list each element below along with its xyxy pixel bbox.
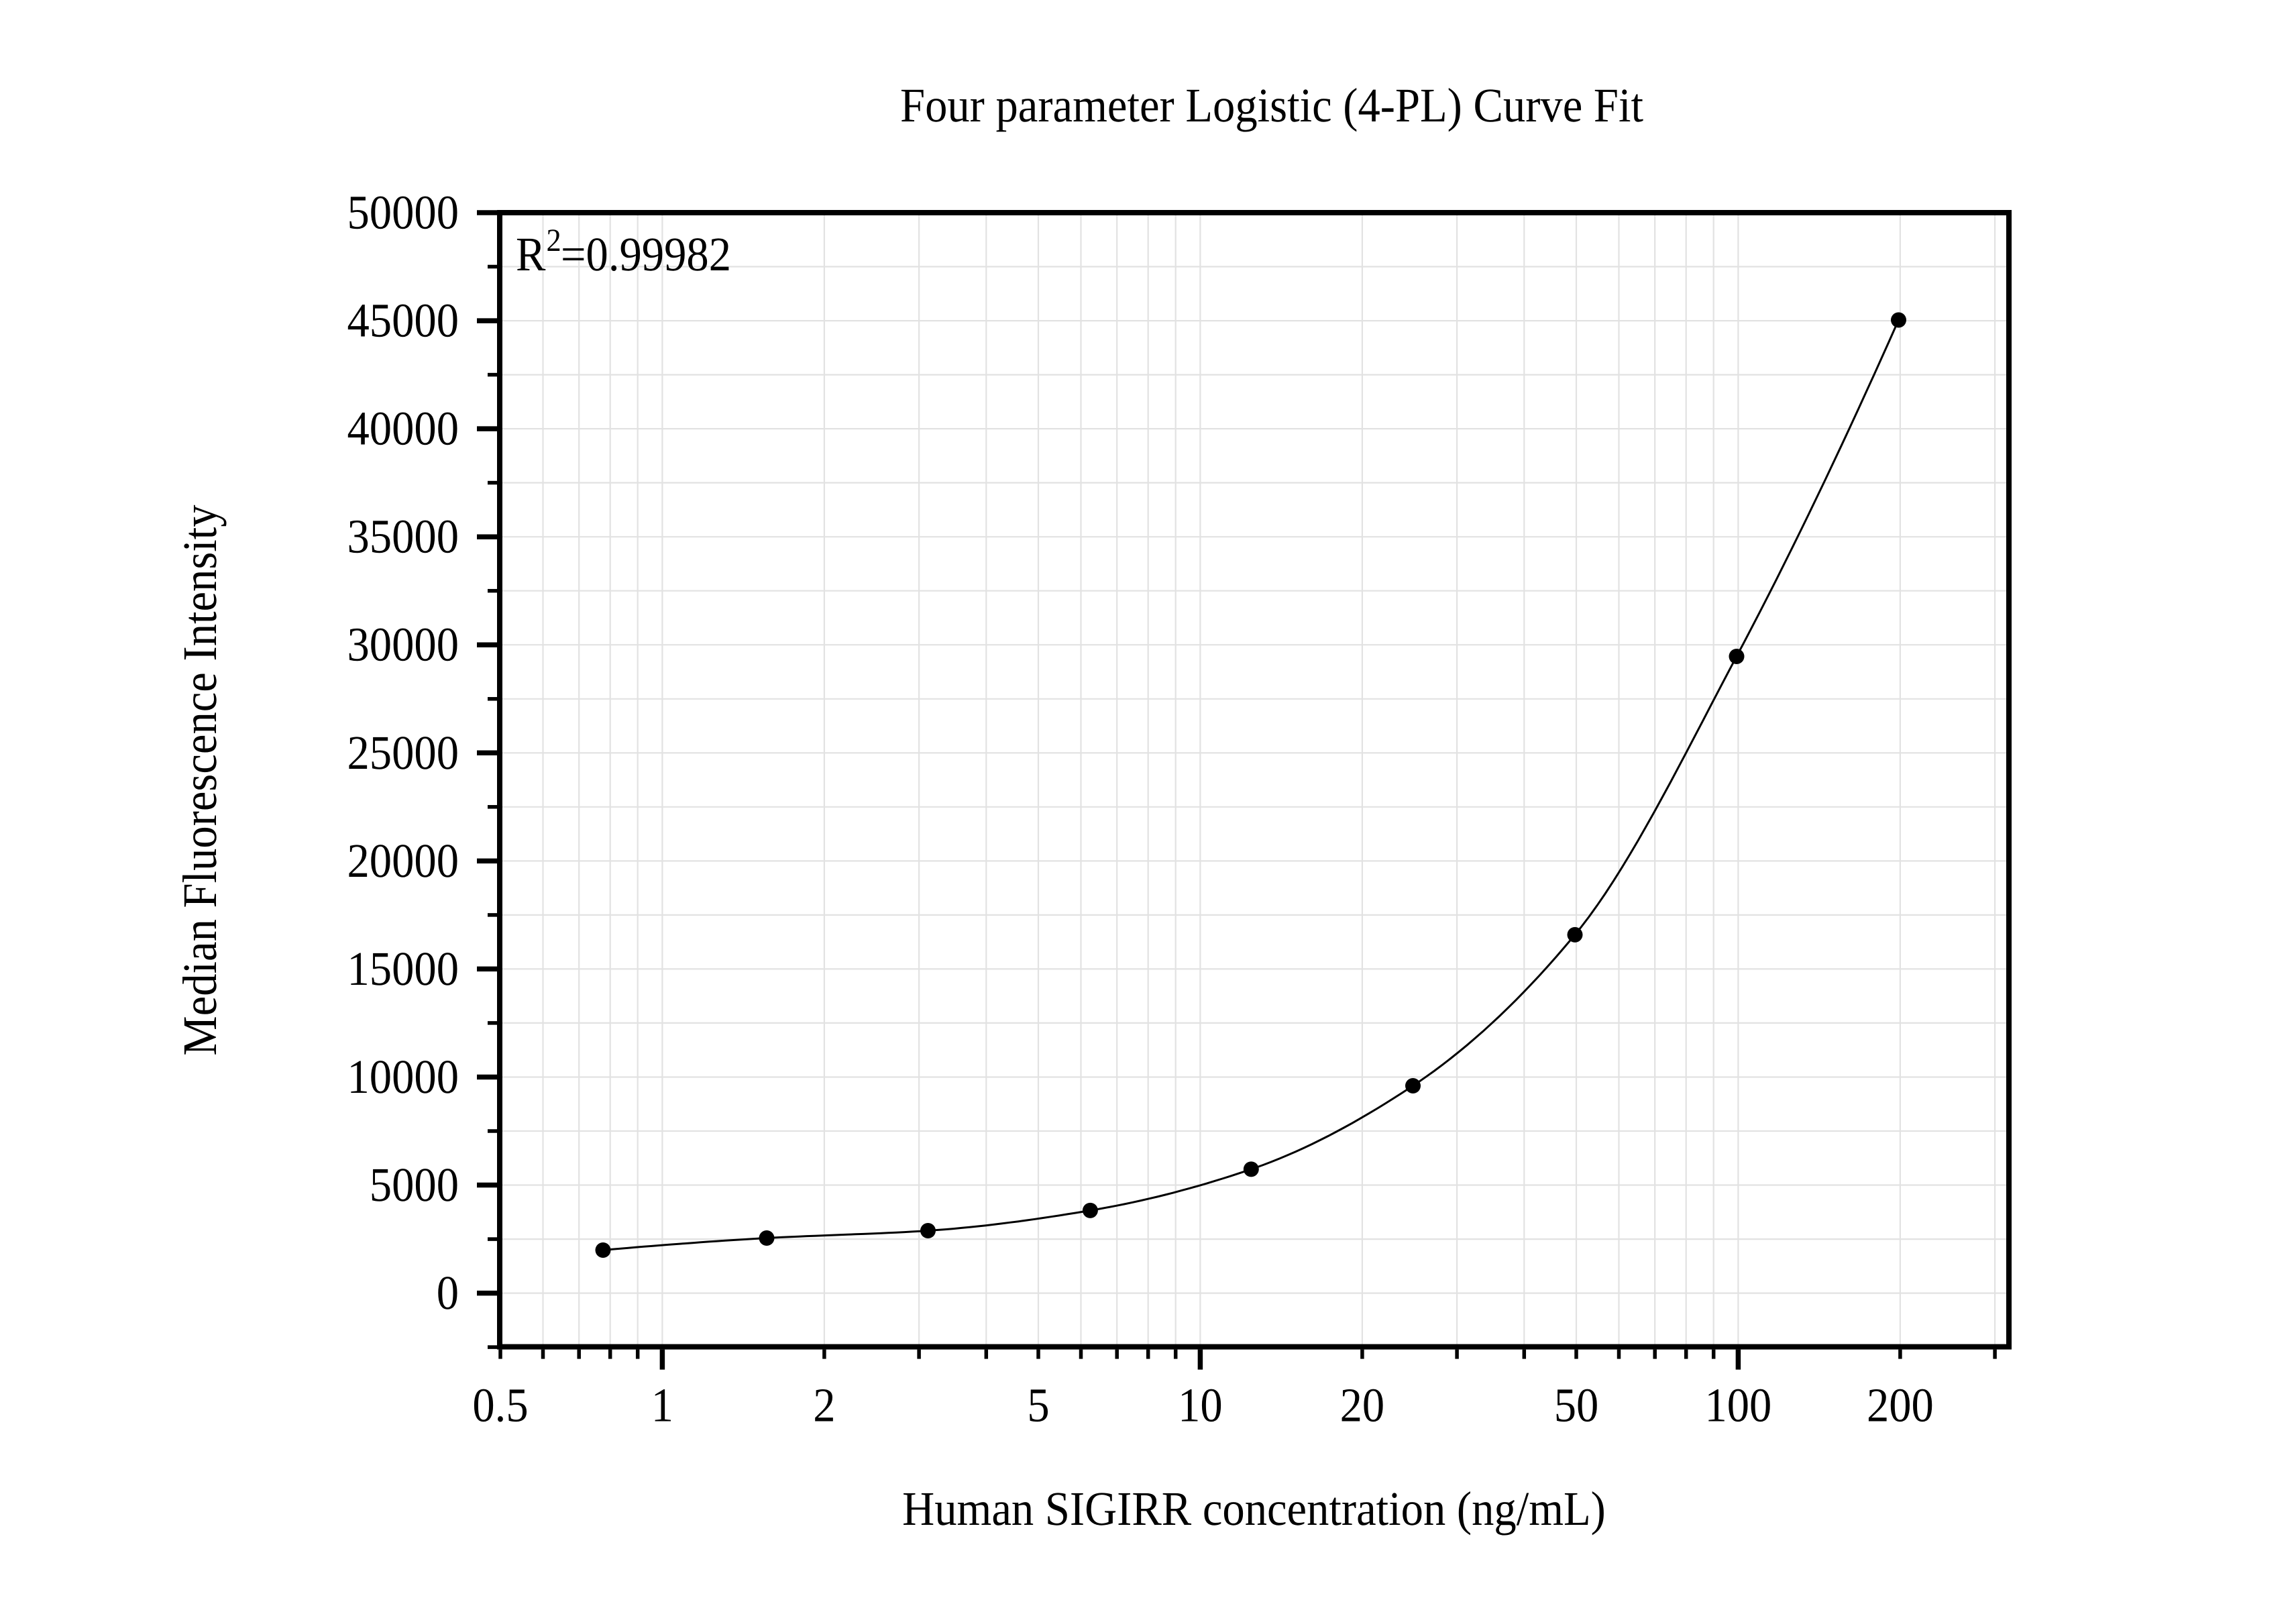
svg-text:5: 5 bbox=[1027, 1379, 1049, 1432]
svg-text:50: 50 bbox=[1554, 1379, 1599, 1432]
svg-text:15000: 15000 bbox=[347, 942, 459, 996]
svg-text:20: 20 bbox=[1340, 1379, 1385, 1432]
svg-text:100: 100 bbox=[1704, 1379, 1771, 1432]
svg-text:30000: 30000 bbox=[347, 618, 459, 672]
svg-text:200: 200 bbox=[1867, 1379, 1934, 1432]
svg-text:=0.99982: =0.99982 bbox=[561, 227, 731, 281]
svg-text:2: 2 bbox=[813, 1379, 835, 1432]
svg-text:45000: 45000 bbox=[347, 294, 459, 347]
svg-text:5000: 5000 bbox=[370, 1158, 459, 1212]
svg-text:0.5: 0.5 bbox=[472, 1379, 528, 1432]
svg-text:Four parameter Logistic (4-PL): Four parameter Logistic (4-PL) Curve Fit bbox=[900, 78, 1643, 132]
svg-text:50000: 50000 bbox=[347, 186, 459, 239]
svg-text:1: 1 bbox=[651, 1379, 673, 1432]
svg-text:25000: 25000 bbox=[347, 726, 459, 780]
svg-text:Human SIGIRR concentration (ng: Human SIGIRR concentration (ng/mL) bbox=[902, 1482, 1606, 1536]
svg-text:Median Fluorescence Intensity: Median Fluorescence Intensity bbox=[173, 504, 227, 1055]
svg-text:R: R bbox=[516, 227, 545, 281]
svg-text:20000: 20000 bbox=[347, 834, 459, 888]
svg-text:35000: 35000 bbox=[347, 510, 459, 564]
svg-text:10: 10 bbox=[1178, 1379, 1223, 1432]
svg-text:10000: 10000 bbox=[347, 1050, 459, 1104]
svg-text:0: 0 bbox=[437, 1266, 459, 1320]
svg-text:40000: 40000 bbox=[347, 402, 459, 456]
